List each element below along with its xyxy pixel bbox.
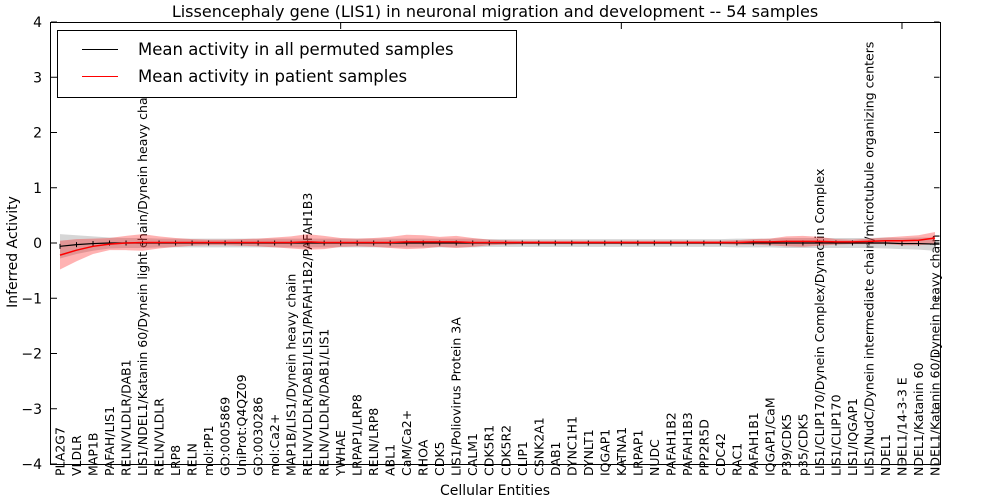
x-tick-label: VLDLR: [69, 435, 84, 476]
y-tick-label: 4: [33, 15, 42, 31]
x-tick-label: DAB1: [548, 442, 563, 477]
y-tick-label: −3: [21, 402, 42, 418]
x-tick-label: RELN/VLDLR/DAB1/LIS1: [317, 329, 332, 476]
x-tick-label: CaM/Ca2+: [399, 410, 414, 476]
x-tick-label: PLA2G7: [53, 427, 68, 476]
y-axis-label: Inferred Activity: [5, 196, 21, 308]
x-tick-label: LIS1/IQGAP1: [845, 398, 860, 476]
x-tick-label: ABL1: [383, 444, 398, 476]
x-tick-label: CALM1: [465, 433, 480, 476]
chart-title: Lissencephaly gene (LIS1) in neuronal mi…: [171, 2, 819, 21]
x-tick-label: IQGAP1: [597, 429, 612, 476]
x-tick-label: mol:Ca2+: [267, 414, 282, 476]
x-tick-label: GO:0005869: [218, 397, 233, 476]
x-tick-label: IQGAP1/CaM: [762, 397, 777, 476]
x-tick-label: RELN/VLDLR: [152, 398, 167, 476]
x-tick-label: LIS1/CLIP170/Dynein Complex/Dynactin Com…: [812, 169, 827, 476]
y-tick-label: −2: [21, 347, 42, 363]
x-tick-label: RELN: [185, 443, 200, 476]
x-tick-label: CDK5R2: [498, 425, 513, 476]
x-tick-label: CDC42: [713, 433, 728, 476]
legend-entry-label: Mean activity in all permuted samples: [138, 40, 454, 59]
x-tick-label: LRP8: [168, 445, 183, 476]
x-axis-label: Cellular Entities: [439, 483, 551, 499]
x-tick-label: RHOA: [416, 439, 431, 476]
series-0-band: [60, 234, 935, 259]
legend: Mean activity in all permuted samples Me…: [57, 30, 517, 98]
x-tick-label: CLIP1: [515, 441, 530, 476]
x-tick-label: p35/CDK5: [795, 413, 810, 476]
x-tick-label: RELN/VLDLR/DAB1: [119, 359, 134, 476]
x-tick-label: CDK5R1: [482, 425, 497, 476]
series-1-line: [59, 237, 936, 256]
x-tick-label: GO:0030286: [251, 397, 266, 476]
y-tick-label: 3: [33, 70, 42, 86]
x-tick-label: NDEL1/14-3-3 E: [894, 377, 909, 476]
x-tick-label: PAFAH1B2: [663, 412, 678, 476]
legend-entry-label: Mean activity in patient samples: [138, 67, 408, 86]
y-tick-label: −1: [21, 291, 42, 307]
x-tick-label: RAC1: [729, 443, 744, 476]
x-tick-label: MAP1B/LIS1/Dynein heavy chain: [284, 274, 299, 476]
series-1-band: [60, 231, 935, 270]
x-tick-label: CSNK2A1: [531, 417, 546, 476]
x-tick-label: KATNA1: [614, 427, 629, 476]
x-tick-label: NUDC: [647, 439, 662, 476]
legend-entry-patient: Mean activity in patient samples: [58, 63, 516, 90]
legend-line-sample-black: [82, 49, 118, 50]
x-tick-label: DYNLT1: [581, 429, 596, 476]
x-tick-label: UniProt:Q4QZ09: [234, 374, 249, 476]
x-tick-label: mol:PP1: [201, 425, 216, 476]
axis-frame: [50, 22, 941, 465]
x-tick-label: PAFAH/LIS1: [102, 406, 117, 476]
x-tick-label: LIS1/Poliovirus Protein 3A: [449, 317, 464, 476]
x-tick-label: NDEL1/Katanin 60: [911, 363, 926, 476]
x-tick-label: NDEL1: [878, 434, 893, 476]
x-tick-label: CDK5: [432, 441, 447, 476]
x-tick-label: NDEL1/Katanin 60/Dynein heavy chain: [928, 234, 943, 476]
x-tick-label: RELN/VLDLR/DAB1/LIS1/PAFAH1B2/PAFAH1B3: [300, 193, 315, 476]
x-tick-label: LRPAP1: [630, 430, 645, 476]
y-tick-label: 1: [33, 181, 42, 197]
legend-entry-permuted: Mean activity in all permuted samples: [58, 36, 516, 63]
x-tick-label: PAFAH1B3: [680, 412, 695, 476]
x-tick-label: LIS1/NDEL1/Katanin 60/Dynein light chain…: [135, 86, 150, 476]
x-tick-label: LRPAP1/LRP8: [350, 394, 365, 476]
x-tick-label: YWHAE: [333, 430, 348, 477]
x-tick-label: RELN/LRP8: [366, 408, 381, 476]
x-tick-label: MAP1B: [86, 433, 101, 476]
x-tick-label: DYNC1H1: [564, 416, 579, 476]
x-tick-label: PPP2R5D: [696, 419, 711, 476]
x-tick-label: PAFAH1B1: [746, 412, 761, 476]
x-tick-label: P39/CDK5: [779, 414, 794, 476]
x-tick-label: LIS1/NudC/Dynein intermediate chain/micr…: [861, 42, 876, 476]
x-tick-label: LIS1/CLIP170: [828, 394, 843, 476]
y-tick-label: −4: [21, 457, 42, 473]
legend-line-sample-red: [82, 76, 118, 77]
y-tick-label: 0: [33, 236, 42, 252]
y-tick-label: 2: [33, 126, 42, 142]
